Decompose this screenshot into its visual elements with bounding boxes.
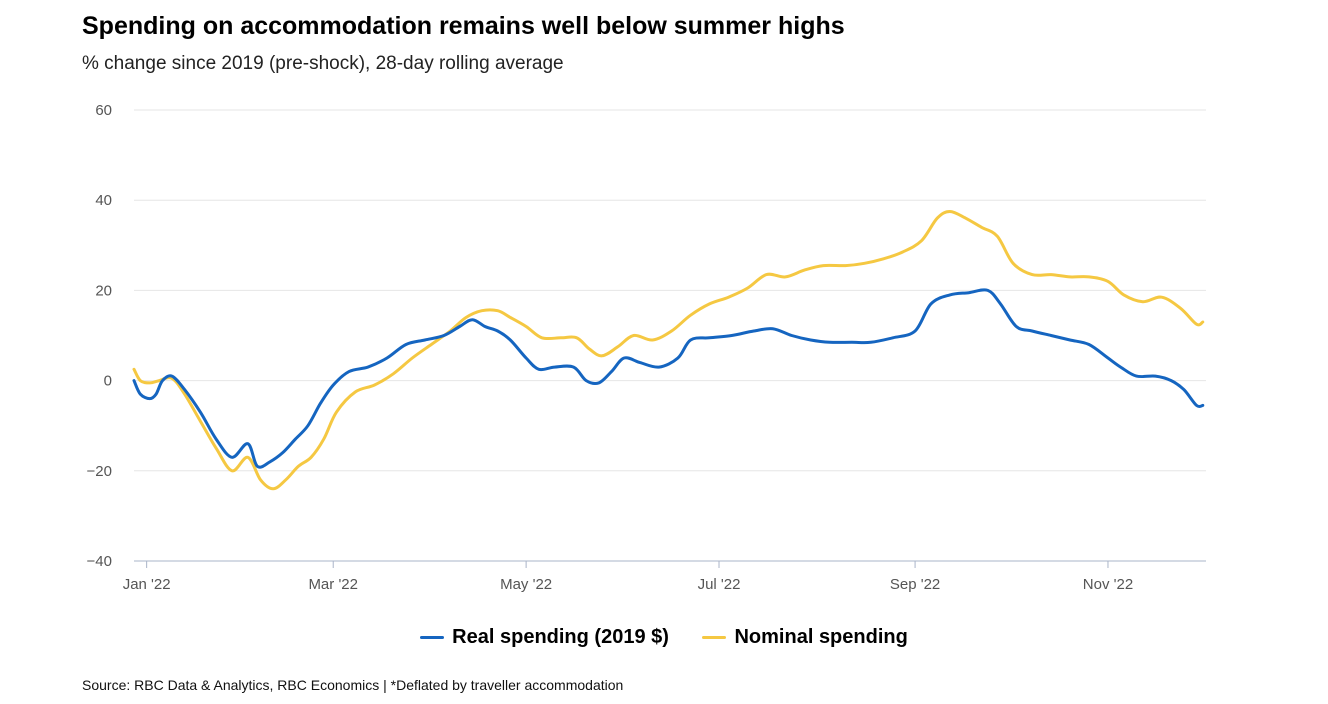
x-tick-label: Jan '22 bbox=[123, 576, 171, 593]
x-tick-label: May '22 bbox=[500, 576, 552, 593]
y-tick-label: 20 bbox=[95, 282, 112, 299]
legend-item-nominal[interactable]: Nominal spending bbox=[702, 626, 908, 649]
chart-title: Spending on accommodation remains well b… bbox=[82, 12, 845, 40]
source-note: Source: RBC Data & Analytics, RBC Econom… bbox=[82, 677, 624, 693]
series-line-nominal bbox=[132, 210, 1205, 491]
legend-item-real[interactable]: Real spending (2019 $) bbox=[420, 626, 669, 649]
chart-subtitle: % change since 2019 (pre-shock), 28-day … bbox=[82, 53, 564, 74]
x-tick-label: Nov '22 bbox=[1083, 576, 1133, 593]
x-axis-ticks: Jan '22 Mar '22 May '22 Jul '22 Sep '22 Nov '… bbox=[123, 561, 1133, 593]
series-lines bbox=[132, 210, 1205, 491]
legend-label-nominal: Nominal spending bbox=[734, 626, 908, 648]
y-tick-label: 60 bbox=[95, 102, 112, 119]
y-tick-label: −20 bbox=[87, 463, 112, 480]
y-tick-label: −40 bbox=[87, 553, 112, 570]
x-tick-label: Jul '22 bbox=[698, 576, 741, 593]
x-tick-label: Mar '22 bbox=[308, 576, 358, 593]
x-tick-label: Sep '22 bbox=[890, 576, 940, 593]
legend-label-real: Real spending (2019 $) bbox=[452, 626, 669, 648]
legend: Real spending (2019 $) Nominal spending bbox=[0, 622, 1328, 649]
grid-lines bbox=[134, 109, 1206, 472]
y-axis-ticks: 60 40 20 0 −20 −40 bbox=[87, 102, 112, 570]
y-tick-label: 0 bbox=[104, 373, 112, 390]
series-line-real bbox=[132, 288, 1205, 469]
legend-swatch-nominal bbox=[702, 636, 727, 639]
legend-swatch-real bbox=[420, 636, 445, 639]
y-tick-label: 40 bbox=[95, 192, 112, 209]
